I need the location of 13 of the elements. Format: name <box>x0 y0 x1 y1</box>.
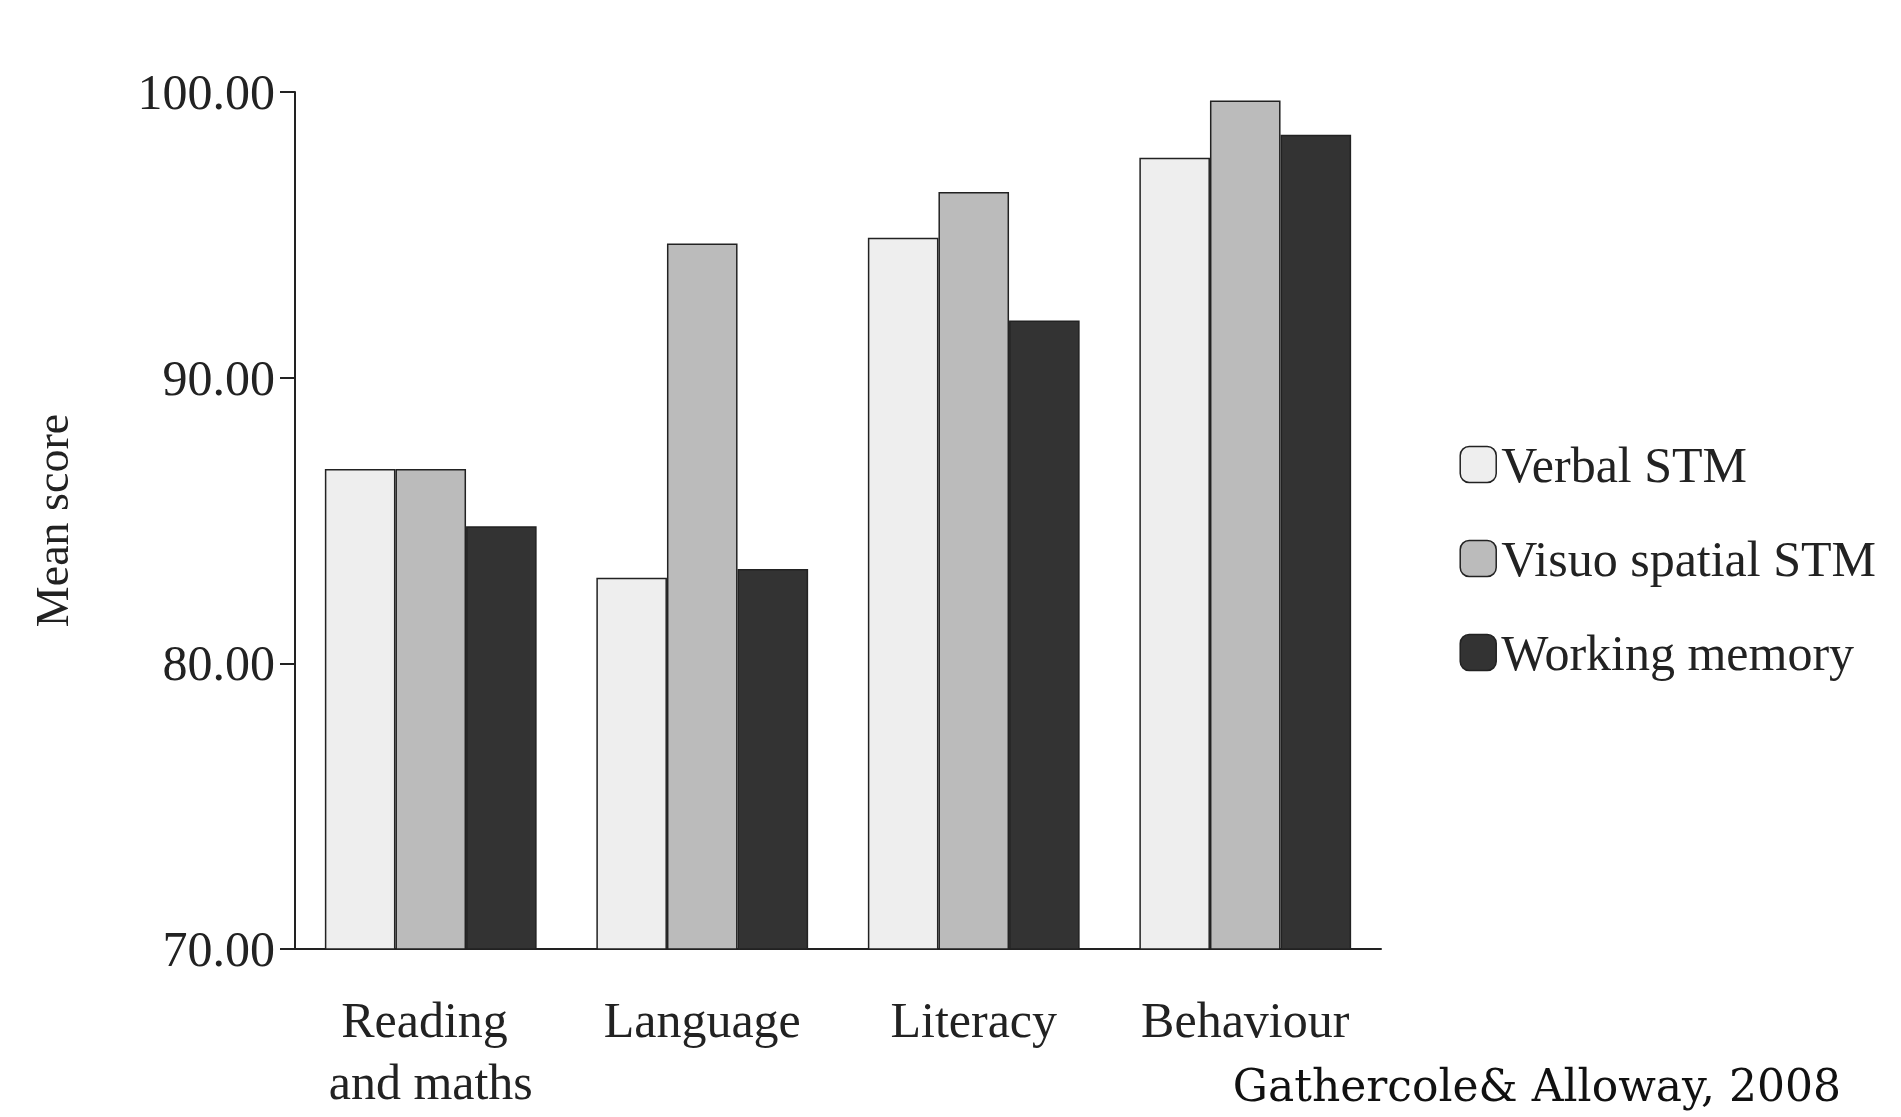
y-tick-label: 90.00 <box>162 349 275 406</box>
legend-label: Verbal STM <box>1501 436 1748 493</box>
y-tick-label: 80.00 <box>162 635 275 692</box>
x-tick-label: Behaviour <box>1141 992 1350 1048</box>
x-tick-label: Language <box>603 992 801 1048</box>
text: Gathercole& Alloway, 2008 <box>1232 1059 1841 1111</box>
x-tick-label: Reading and maths <box>328 992 533 1110</box>
x-tick-label: Literacy <box>890 992 1058 1048</box>
legend-label: Working memory <box>1501 624 1855 681</box>
y-axis-title: Mean score <box>26 413 78 628</box>
legend-label: Visuo spatial STM <box>1501 530 1876 587</box>
y-tick-label: 100.00 <box>137 64 275 120</box>
y-tick-label: 70.00 <box>162 921 275 977</box>
